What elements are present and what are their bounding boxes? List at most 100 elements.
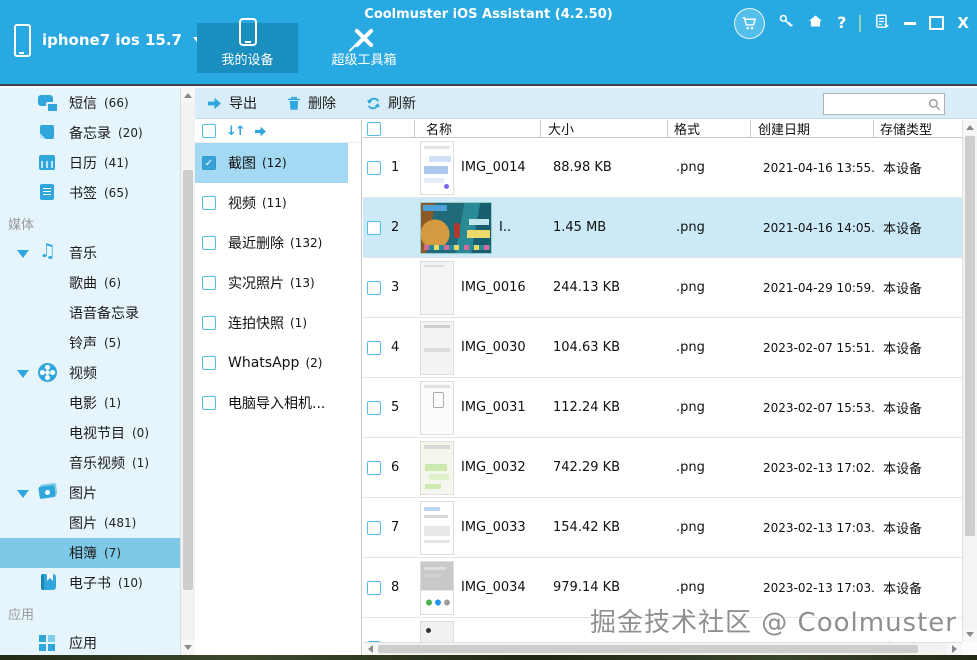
column-size[interactable]: 大小 xyxy=(541,120,668,138)
scrollbar-thumb[interactable] xyxy=(378,645,918,653)
help-icon[interactable]: ? xyxy=(837,13,847,32)
album-checkbox[interactable] xyxy=(202,236,216,250)
scrollbar-thumb[interactable] xyxy=(183,170,193,590)
scroll-down-icon[interactable] xyxy=(181,640,195,655)
row-checkbox[interactable] xyxy=(367,460,381,475)
cart-icon[interactable] xyxy=(734,7,766,39)
expand-arrow-icon[interactable] xyxy=(14,513,38,533)
row-checkbox[interactable] xyxy=(367,220,381,235)
album-checkbox[interactable] xyxy=(202,156,216,170)
sidebar-item[interactable]: 铃声 (5) xyxy=(0,328,180,358)
row-checkbox[interactable] xyxy=(367,280,381,295)
table-horizontal-scrollbar[interactable] xyxy=(363,642,962,655)
table-row[interactable]: 3 IMG_0016 244.13 KB .png 2021-04-29 10:… xyxy=(363,258,962,318)
album-item[interactable]: 电脑导入相机... xyxy=(195,383,361,423)
sidebar-item[interactable]: 应用 xyxy=(0,598,180,628)
expand-arrow-icon[interactable] xyxy=(14,423,38,443)
sidebar-item[interactable]: 短信 (66) xyxy=(0,88,180,118)
album-item[interactable]: 最近删除 (132) xyxy=(195,223,361,263)
sidebar-item[interactable]: 歌曲 (6) xyxy=(0,268,180,298)
key-icon[interactable] xyxy=(778,13,794,33)
column-date[interactable]: 创建日期 xyxy=(751,120,874,138)
scroll-left-icon[interactable] xyxy=(363,643,378,655)
scroll-up-icon[interactable] xyxy=(963,120,977,135)
row-checkbox[interactable] xyxy=(367,400,381,415)
row-checkbox[interactable] xyxy=(367,340,381,355)
sidebar-item[interactable]: 音乐视频 (1) xyxy=(0,448,180,478)
album-item[interactable]: 视频 (11) xyxy=(195,183,361,223)
search-input[interactable] xyxy=(824,96,927,112)
expand-arrow-icon[interactable] xyxy=(14,303,38,323)
sidebar-item[interactable]: 日历 (41) xyxy=(0,148,180,178)
home-icon[interactable] xyxy=(807,13,824,34)
sidebar-item[interactable]: 书签 (65) xyxy=(0,178,180,208)
sidebar-item[interactable]: 图片 (481) xyxy=(0,508,180,538)
table-row[interactable]: 5 IMG_0031 112.24 KB .png 2023-02-07 15:… xyxy=(363,378,962,438)
expand-arrow-icon[interactable] xyxy=(14,243,38,263)
expand-arrow-icon[interactable] xyxy=(14,483,38,503)
export-arrow-icon[interactable] xyxy=(254,126,267,137)
row-checkbox[interactable] xyxy=(367,580,381,595)
sidebar-item[interactable]: 电视节目 (0) xyxy=(0,418,180,448)
sidebar-item[interactable]: 视频 xyxy=(0,358,180,388)
expand-arrow-icon[interactable] xyxy=(14,123,38,143)
scroll-down-icon[interactable] xyxy=(963,627,977,642)
row-checkbox[interactable] xyxy=(367,160,381,175)
sidebar-item[interactable]: 语音备忘录 xyxy=(0,298,180,328)
expand-arrow-icon[interactable] xyxy=(14,153,38,173)
sidebar-item[interactable]: 图片 xyxy=(0,478,180,508)
album-item[interactable]: WhatsApp (2) xyxy=(195,343,361,383)
album-checkbox[interactable] xyxy=(202,396,216,410)
refresh-button[interactable]: 刷新 xyxy=(366,93,416,113)
tab[interactable]: 我的设备 xyxy=(197,23,298,73)
expand-arrow-icon[interactable] xyxy=(14,273,38,293)
table-vertical-scrollbar[interactable] xyxy=(962,120,977,642)
table-row[interactable]: 1 IMG_0014 88.98 KB .png 2021-04-16 13:5… xyxy=(363,138,962,198)
scroll-up-icon[interactable] xyxy=(181,88,195,103)
scroll-right-icon[interactable] xyxy=(947,643,962,655)
column-storage[interactable]: 存储类型 xyxy=(880,123,933,138)
column-format[interactable]: 格式 xyxy=(668,120,751,138)
expand-arrow-icon[interactable] xyxy=(14,393,38,413)
table-row[interactable]: 7 IMG_0033 154.42 KB .png 2023-02-13 17:… xyxy=(363,498,962,558)
sidebar-item[interactable]: 应用 xyxy=(0,628,180,655)
album-checkbox[interactable] xyxy=(202,316,216,330)
table-row[interactable]: 2 I.. 1.45 MB .png 2021-04-16 14:05... 本… xyxy=(363,198,962,258)
search-icon[interactable] xyxy=(927,97,942,112)
table-row[interactable]: 本设备 xyxy=(363,618,962,642)
maximize-icon[interactable] xyxy=(929,16,945,30)
select-all-albums-checkbox[interactable] xyxy=(202,124,216,138)
minimize-icon[interactable] xyxy=(904,21,917,25)
album-checkbox[interactable] xyxy=(202,196,216,210)
delete-button[interactable]: 删除 xyxy=(287,93,336,113)
row-checkbox[interactable] xyxy=(367,520,381,535)
column-name[interactable]: 名称 xyxy=(415,120,541,138)
sidebar-item[interactable]: 电子书 (10) xyxy=(0,568,180,598)
expand-arrow-icon[interactable] xyxy=(14,363,38,383)
album-item[interactable]: 实况照片 (13) xyxy=(195,263,361,303)
tab[interactable]: 超级工具箱 xyxy=(306,23,422,73)
expand-arrow-icon[interactable] xyxy=(14,333,38,353)
expand-arrow-icon[interactable] xyxy=(14,93,38,113)
scrollbar-thumb[interactable] xyxy=(965,136,975,536)
register-icon[interactable] xyxy=(874,13,891,34)
expand-arrow-icon[interactable] xyxy=(14,543,38,563)
expand-arrow-icon[interactable] xyxy=(14,453,38,473)
table-row[interactable]: 8 IMG_0034 979.14 KB .png 2023-02-13 17:… xyxy=(363,558,962,618)
sidebar-scrollbar[interactable] xyxy=(180,88,195,655)
sidebar-item[interactable]: 媒体 xyxy=(0,208,180,238)
export-button[interactable]: 导出 xyxy=(207,93,257,113)
table-row[interactable]: 6 IMG_0032 742.29 KB .png 2023-02-13 17:… xyxy=(363,438,962,498)
sort-icon[interactable]: ↓↑ xyxy=(226,123,246,139)
device-selector[interactable]: iphone7 ios 15.7 xyxy=(14,18,207,62)
sidebar-item[interactable]: 备忘录 (20) xyxy=(0,118,180,148)
sidebar-item[interactable]: 相簿 (7) xyxy=(0,538,180,568)
row-checkbox[interactable] xyxy=(367,640,381,642)
album-item[interactable]: 截图 (12) xyxy=(195,143,348,183)
album-checkbox[interactable] xyxy=(202,356,216,370)
expand-arrow-icon[interactable] xyxy=(14,183,38,203)
expand-arrow-icon[interactable] xyxy=(14,633,38,653)
album-checkbox[interactable] xyxy=(202,276,216,290)
close-icon[interactable]: X xyxy=(957,13,969,32)
select-all-files-checkbox[interactable] xyxy=(367,121,381,136)
